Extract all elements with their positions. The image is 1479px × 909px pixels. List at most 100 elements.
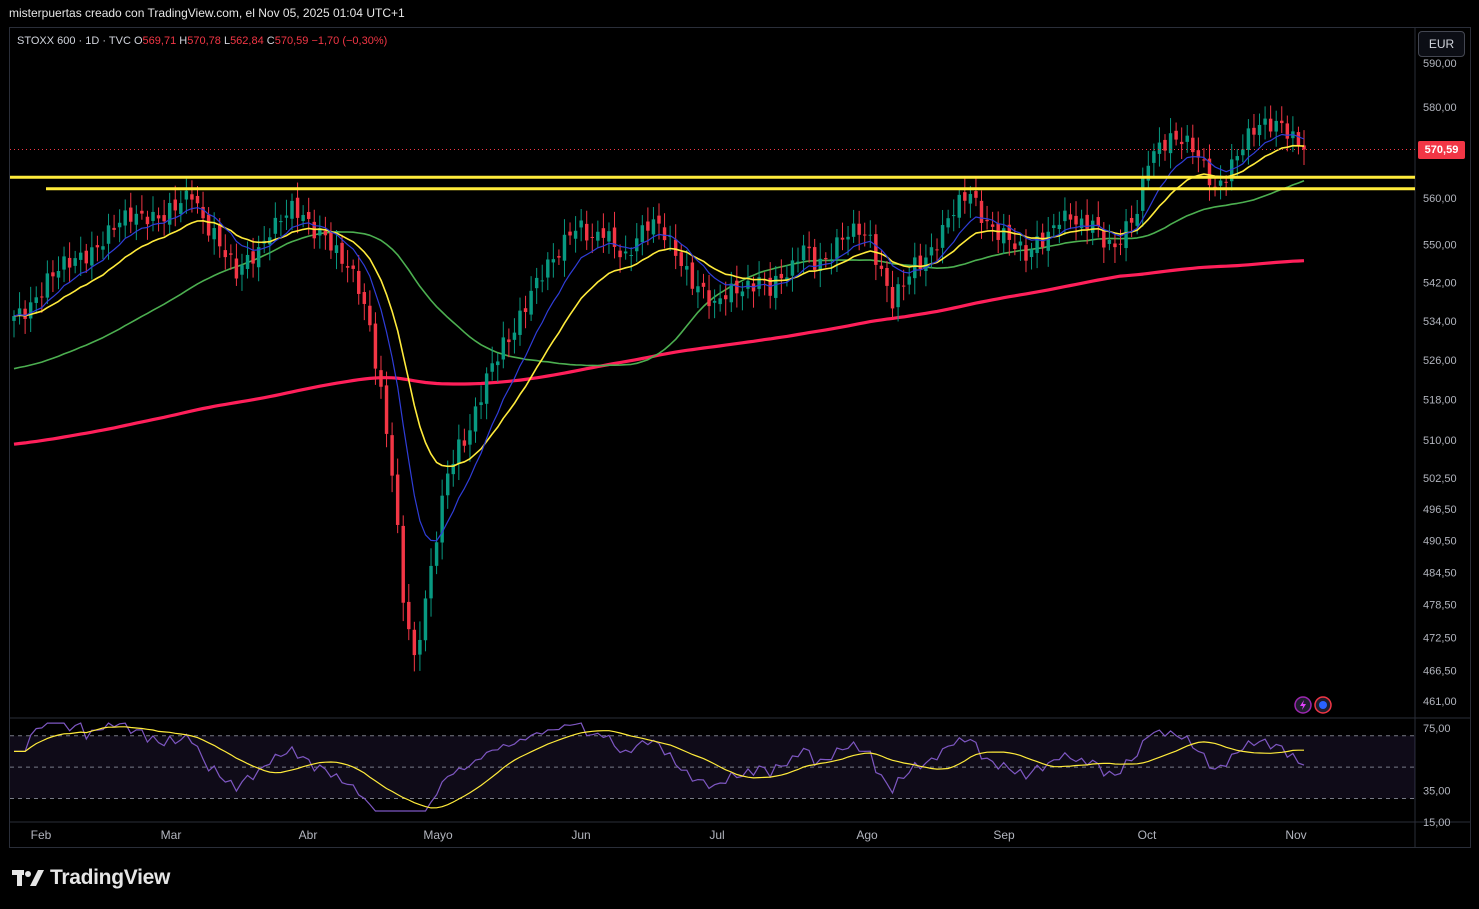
candle-body xyxy=(1002,228,1006,244)
candle-body xyxy=(546,259,550,278)
candle-body xyxy=(913,257,917,279)
candle-body xyxy=(1085,214,1089,230)
candle-body xyxy=(1218,180,1223,186)
candle-body xyxy=(462,440,467,446)
candle-body xyxy=(1113,243,1117,248)
candle-body xyxy=(195,195,200,204)
candle-body xyxy=(56,270,61,278)
symbol-legend[interactable]: STOXX 600 · 1D · TVC O569,71 H570,78 L56… xyxy=(17,35,387,47)
candle-body xyxy=(896,284,900,308)
candle-body xyxy=(946,218,950,228)
candle-body xyxy=(829,259,834,261)
candle-body xyxy=(1040,232,1045,248)
candle-body xyxy=(1274,120,1278,132)
candle-body xyxy=(707,290,711,307)
candle-body xyxy=(534,277,539,289)
currency-button[interactable]: EUR xyxy=(1418,31,1465,57)
price-tick-label: 518,00 xyxy=(1423,395,1457,407)
candle-body xyxy=(963,192,967,201)
candle-body xyxy=(851,223,856,237)
candle-body xyxy=(696,286,700,293)
candle-body xyxy=(679,252,683,267)
candle-body xyxy=(167,202,172,225)
candle-body xyxy=(1246,128,1251,150)
candle-body xyxy=(340,242,344,264)
candle-body xyxy=(668,235,672,237)
candle-body xyxy=(429,565,433,599)
candle-body xyxy=(129,207,133,222)
tradingview-logo[interactable]: TradingView xyxy=(12,866,170,890)
chart-frame xyxy=(9,27,1471,848)
price-tick-label: 510,00 xyxy=(1423,435,1457,447)
candle-body xyxy=(440,495,444,543)
candle-body xyxy=(501,337,506,360)
candle-body xyxy=(1296,132,1301,147)
candle-body xyxy=(774,275,778,298)
candle-body xyxy=(863,234,867,236)
candle-body xyxy=(1029,249,1034,258)
candle-body xyxy=(985,219,989,222)
candle-body xyxy=(484,373,489,404)
candle-body xyxy=(306,211,311,219)
time-tick-label: Jun xyxy=(571,828,590,842)
price-tick-label: 560,00 xyxy=(1423,193,1457,205)
candle-body xyxy=(334,245,339,253)
candle-body xyxy=(1185,135,1189,142)
candle-body xyxy=(268,237,272,245)
candle-body xyxy=(1068,214,1073,220)
candle-body xyxy=(1124,221,1128,249)
low-value: 562,84 xyxy=(230,35,264,47)
candle-body xyxy=(256,247,261,268)
candle-body xyxy=(718,298,722,305)
candle-body xyxy=(457,439,461,464)
candle-body xyxy=(540,280,544,282)
candle-body xyxy=(729,283,734,303)
candle-body xyxy=(1129,217,1134,223)
ma-200-line xyxy=(13,259,1305,446)
candle-body xyxy=(290,200,294,219)
candle-body xyxy=(662,227,667,241)
candle-body xyxy=(523,308,528,313)
candle-body xyxy=(623,251,628,254)
candle-body xyxy=(140,210,144,214)
high-value: 570,78 xyxy=(187,35,221,47)
candle-body xyxy=(890,286,895,309)
candle-body xyxy=(740,291,745,297)
candle-body xyxy=(646,221,650,231)
candle-body xyxy=(990,224,995,227)
candle-body xyxy=(67,257,72,268)
candle-body xyxy=(51,272,55,277)
candle-body xyxy=(835,237,839,259)
candle-body xyxy=(407,601,411,630)
time-tick-label: Jul xyxy=(709,828,724,842)
candle-body xyxy=(1179,141,1184,145)
ma-fast-path xyxy=(13,133,1305,542)
candle-body xyxy=(212,228,216,240)
candle-body xyxy=(295,197,300,218)
candle-body xyxy=(251,251,255,264)
candle-body xyxy=(1074,215,1078,225)
candle-body xyxy=(529,290,533,315)
candle-body xyxy=(434,542,439,566)
candle-body xyxy=(496,361,500,366)
candle-body xyxy=(362,292,367,304)
candle-body xyxy=(724,295,728,300)
ma-50-path xyxy=(13,180,1305,370)
candle-body xyxy=(1141,177,1145,211)
price-axis: 590,00580,00570,00560,00550,00542,00534,… xyxy=(1423,58,1457,708)
candle-body xyxy=(562,234,567,261)
candle-body xyxy=(846,236,850,240)
candle-body xyxy=(329,232,333,251)
candle-body xyxy=(229,253,233,255)
candle-body xyxy=(1168,133,1173,154)
candle-body xyxy=(1163,139,1167,151)
candle-body xyxy=(1146,165,1151,181)
open-value: 569,71 xyxy=(142,35,177,47)
candle-body xyxy=(84,250,89,264)
time-tick-label: Nov xyxy=(1285,828,1306,842)
candle-body xyxy=(790,260,795,276)
candle-body xyxy=(379,370,383,387)
candle-body xyxy=(1235,156,1239,161)
candle-body xyxy=(824,258,828,260)
